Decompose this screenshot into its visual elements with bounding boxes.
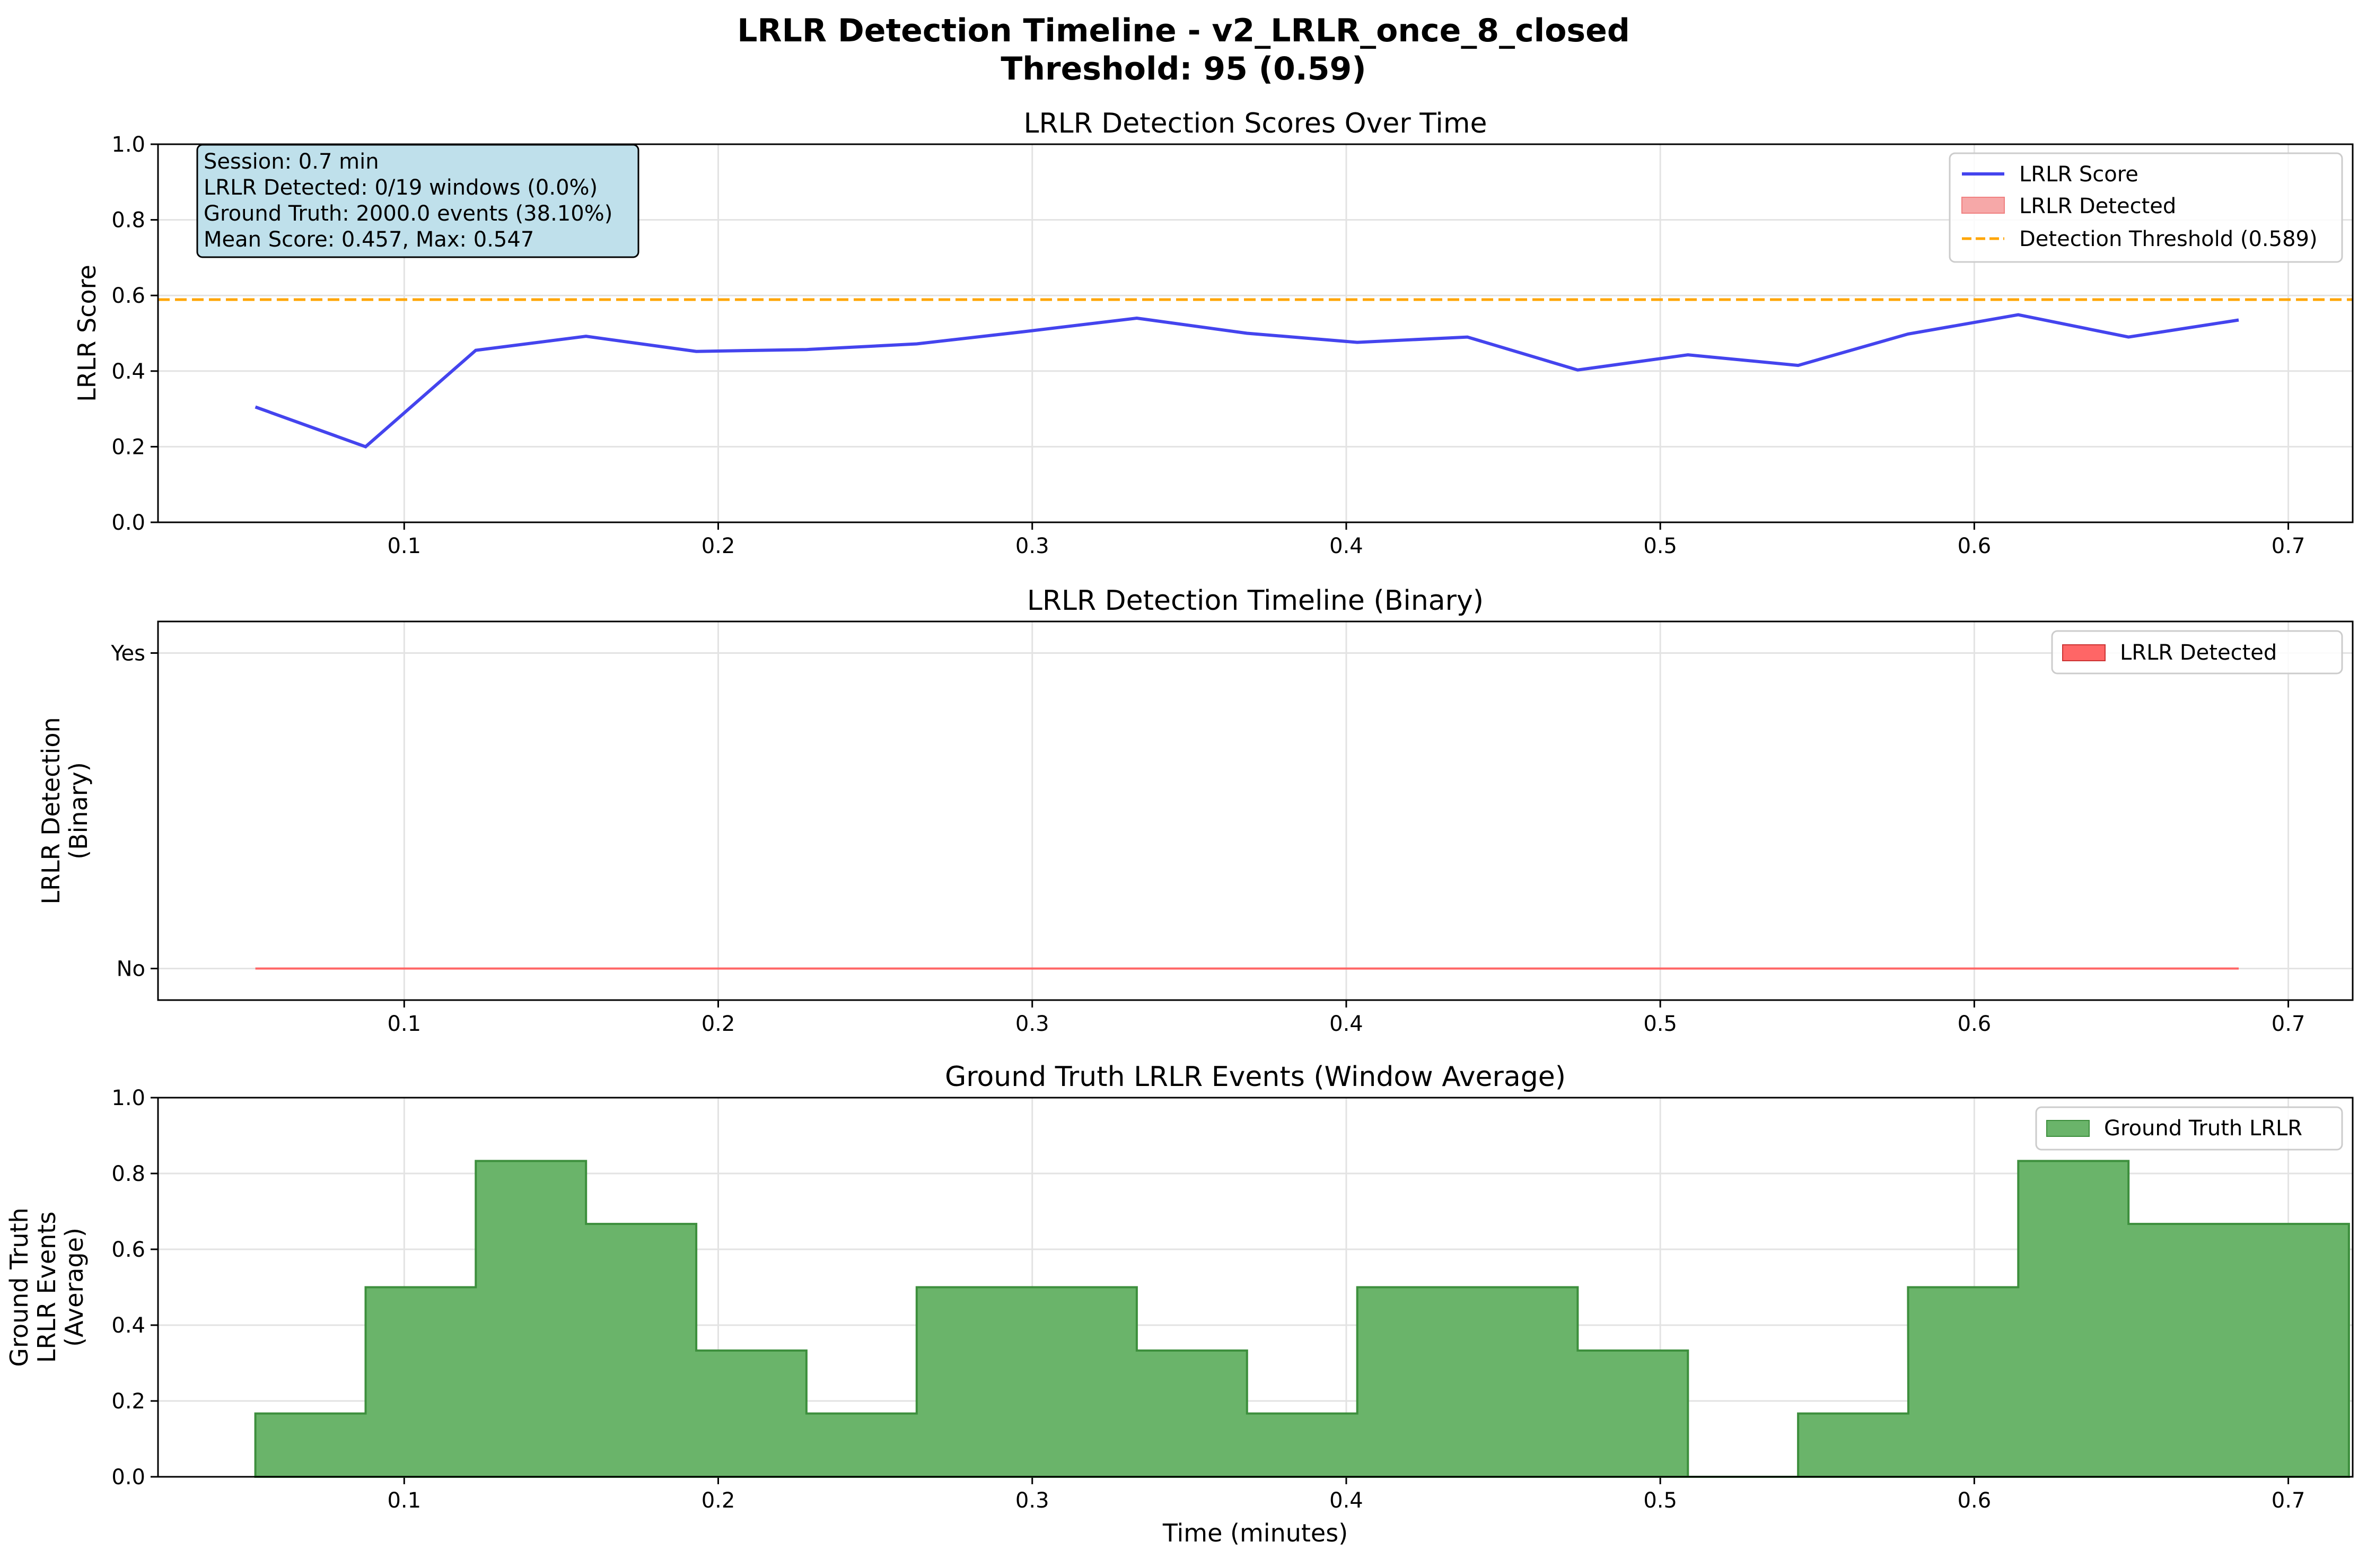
legend-box xyxy=(1949,152,2343,263)
legend-patch-swatch xyxy=(2046,1120,2090,1137)
info-box-line: LRLR Detected: 0/19 windows (0.0%) xyxy=(204,176,598,200)
y-tick-label: No xyxy=(117,957,145,982)
y-tick-label: 0.4 xyxy=(111,1313,145,1338)
panel-title: Ground Truth LRLR Events (Window Average… xyxy=(945,1061,1566,1093)
x-tick-label: 0.4 xyxy=(1329,1488,1363,1513)
x-tick-label: 0.3 xyxy=(1015,1012,1049,1036)
score-line xyxy=(255,313,2239,449)
y-tick-label: 0.0 xyxy=(111,511,145,535)
x-tick-label: 0.5 xyxy=(1643,1488,1677,1513)
x-tick-label: 0.4 xyxy=(1329,1012,1363,1036)
legend-entry: Ground Truth LRLR xyxy=(2104,1116,2302,1141)
x-axis-label: Time (minutes) xyxy=(1162,1519,1348,1547)
figure-title-line1: LRLR Detection Timeline - v2_LRLR_once_8… xyxy=(737,12,1630,49)
legend-entry: LRLR Detected xyxy=(2019,194,2176,218)
x-tick-label: 0.7 xyxy=(2272,1488,2305,1513)
x-tick-label: 0.1 xyxy=(387,1488,421,1513)
panel-title: LRLR Detection Scores Over Time xyxy=(1024,108,1487,139)
info-box-line: Mean Score: 0.457, Max: 0.547 xyxy=(204,227,534,252)
x-tick-label: 0.1 xyxy=(387,534,421,558)
y-tick-label: 0.6 xyxy=(111,1238,145,1262)
info-box-line: Ground Truth: 2000.0 events (38.10%) xyxy=(204,202,612,226)
x-tick-label: 0.7 xyxy=(2272,1012,2305,1036)
axes-frame xyxy=(157,620,2354,1001)
x-tick-label: 0.2 xyxy=(702,1012,735,1036)
info-box-line: Session: 0.7 min xyxy=(204,150,379,174)
panel-3: Ground Truth LRLR Events (Window Average… xyxy=(5,1061,2354,1547)
x-tick-label: 0.3 xyxy=(1015,1488,1049,1513)
legend: LRLR Detected xyxy=(2051,630,2343,674)
y-tick-label: 1.0 xyxy=(111,133,145,157)
info-box-background xyxy=(196,144,639,258)
x-tick-label: 0.7 xyxy=(2272,534,2305,558)
panel-title: LRLR Detection Timeline (Binary) xyxy=(1027,585,1484,617)
legend-patch-swatch xyxy=(2062,644,2106,661)
y-axis-label-line: LRLR Events xyxy=(32,1212,61,1363)
panels: LRLR Detection Scores Over Time 0.1 0.2 0.3… xyxy=(5,108,2354,1547)
legend-box xyxy=(2051,630,2343,674)
axes-frame xyxy=(157,143,2354,523)
panel-1: LRLR Detection Scores Over Time 0.1 0.2 0.3… xyxy=(73,108,2354,558)
y-tick-label: 0.2 xyxy=(111,1389,145,1414)
legend-entry: LRLR Score xyxy=(2019,162,2138,187)
ground-truth-area xyxy=(254,1160,2350,1478)
y-tick-label: 0.2 xyxy=(111,435,145,459)
x-tick-label: 0.1 xyxy=(387,1012,421,1036)
y-tick-label: 0.4 xyxy=(111,360,145,384)
y-tick-label: 0.8 xyxy=(111,1162,145,1186)
legend-entry: LRLR Detected xyxy=(2120,641,2277,665)
x-tick-label: 0.3 xyxy=(1015,534,1049,558)
y-axis-label-line: Ground Truth xyxy=(5,1207,33,1366)
x-tick-label: 0.2 xyxy=(702,1488,735,1513)
panel-2: LRLR Detection Timeline (Binary) 0.1 0.2 0.… xyxy=(37,585,2354,1036)
x-tick-label: 0.5 xyxy=(1643,1012,1677,1036)
legend: LRLR Score LRLR Detected Detection Thresho… xyxy=(1949,152,2343,263)
figure-title-line2: Threshold: 95 (0.59) xyxy=(1001,50,1366,87)
x-tick-label: 0.6 xyxy=(1958,1488,1992,1513)
y-tick-label: Yes xyxy=(110,642,145,666)
y-axis-label-line: LRLR Detection xyxy=(37,717,65,904)
x-tick-label: 0.5 xyxy=(1643,534,1677,558)
y-tick-label: 0.0 xyxy=(111,1465,145,1490)
x-tick-label: 0.4 xyxy=(1329,534,1363,558)
legend-patch-swatch xyxy=(1961,197,2005,214)
legend-entry: Detection Threshold (0.589) xyxy=(2019,227,2318,251)
axes-frame xyxy=(157,1097,2354,1478)
x-tick-label: 0.2 xyxy=(702,534,735,558)
legend: Ground Truth LRLR xyxy=(2035,1106,2343,1151)
y-tick-label: 0.6 xyxy=(111,284,145,308)
x-tick-label: 0.6 xyxy=(1958,1012,1992,1036)
y-axis-label-line: (Average) xyxy=(60,1228,89,1347)
y-tick-label: 0.8 xyxy=(111,208,145,233)
x-tick-label: 0.6 xyxy=(1958,534,1992,558)
y-axis-label: LRLR Score xyxy=(73,265,101,402)
y-tick-label: 1.0 xyxy=(111,1086,145,1110)
y-axis-label-line: (Binary) xyxy=(64,762,93,860)
legend-box xyxy=(2035,1106,2343,1151)
